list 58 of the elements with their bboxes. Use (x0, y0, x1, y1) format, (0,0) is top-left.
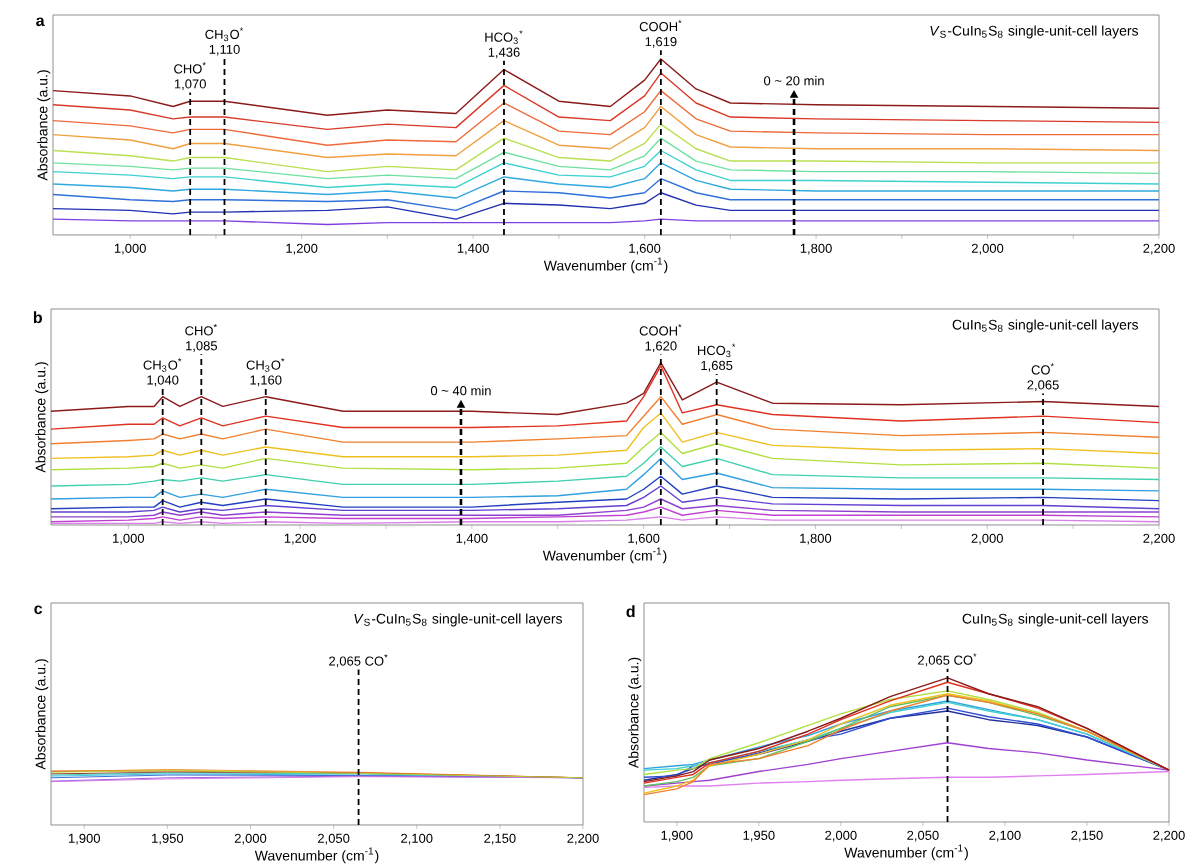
y-axis-title: Absorbance (a.u.) (628, 657, 642, 769)
x-tick-label: 1,200 (286, 243, 318, 255)
x-tick-label: 1,400 (456, 533, 488, 545)
y-axis-title: Absorbance (a.u.) (35, 659, 49, 770)
x-axis-title: Wavenumber (cm$^{-1}$) (844, 844, 968, 861)
ref-line-label: 2,065 CO$^{*}$ (329, 654, 388, 668)
x-tick-label: 1,800 (800, 533, 832, 545)
x-tick-label: 2,150 (1071, 830, 1103, 842)
x-tick-label: 1,000 (113, 533, 145, 545)
text: CHO$^{*}$ 1,085 (185, 323, 218, 352)
x-tick-label: 1,900 (661, 830, 693, 842)
annotation: 0 ~ 40 min (430, 385, 491, 396)
text: CuIn$_{5}$S$_{8}$ single-unit-cell layers (962, 613, 1149, 627)
text: V$_{S}$-CuIn$_{5}$S$_{8}$ single-unit-cell layers (354, 613, 563, 627)
x-tick-label: 1,000 (114, 243, 146, 255)
annotation: 0 ~ 20 min (764, 75, 824, 86)
x-tick-label: 2,000 (825, 830, 857, 842)
x-axis-title: Wavenumber (cm$^{-1}$) (543, 257, 668, 274)
chart-title: c (34, 605, 43, 615)
chart-title: d (626, 605, 635, 618)
text: CH$_{3}$O$^{*}$ 1,160 (246, 358, 285, 387)
text: COOH$^{*}$ 1,619 (639, 19, 682, 48)
x-tick-label: 1,950 (152, 833, 184, 845)
text: CuIn$_{5}$S$_{8}$ single-unit-cell layers (952, 319, 1139, 333)
chart-title: a (36, 17, 45, 27)
text: CH$_{3}$O$^{*}$ 1,110 (205, 27, 244, 56)
x-tick-label: 2,200 (1153, 830, 1185, 842)
x-tick-label: 2,100 (989, 830, 1021, 842)
x-tick-label: 2,150 (484, 833, 516, 845)
x-tick-label: 1,900 (69, 833, 100, 845)
y-axis-title: Absorbance (a.u.) (35, 362, 49, 473)
x-tick-label: 1,200 (284, 533, 316, 545)
x-tick-label: 1,800 (800, 243, 832, 255)
chart-title: b (33, 311, 42, 324)
x-axis-title: Wavenumber (cm$^{-1}$) (254, 847, 379, 864)
text: HCO$_{3}$* 1,685 (697, 343, 736, 372)
text: V$_{S}$-CuIn$_{5}$S$_{8}$ single-unit-cell layers (930, 25, 1139, 39)
x-tick-label: 2,200 (567, 833, 599, 845)
x-tick-label: 2,050 (907, 830, 939, 842)
y-axis-title: Absorbance (a.u.) (37, 70, 51, 181)
x-tick-label: 1,600 (628, 533, 660, 545)
x-tick-label: 2,200 (1143, 533, 1175, 545)
text: CH$_{3}$O$^{*}$ 1,040 (143, 358, 182, 387)
x-axis-title: Wavenumber (cm$^{-1}$) (542, 547, 667, 564)
text: HCO$_{3}$* 1,436 (485, 30, 523, 59)
x-tick-label: 1,950 (743, 830, 775, 842)
x-tick-label: 1,600 (629, 243, 661, 255)
x-tick-label: 2,000 (971, 243, 1004, 255)
x-tick-label: 2,000 (971, 533, 1003, 545)
text: COOH$^{*}$ 1,620 (639, 324, 682, 353)
x-tick-label: 2,100 (401, 833, 433, 845)
ref-line-label: 2,065 CO$^{*}$ (918, 653, 977, 667)
text: CHO$^{*}$ 1,070 (174, 62, 206, 91)
x-tick-label: 2,050 (318, 833, 350, 845)
x-tick-label: 2,000 (234, 833, 267, 845)
x-tick-label: 1,400 (457, 243, 489, 255)
x-tick-label: 2,200 (1143, 243, 1175, 255)
text: CO$^{*}$ 2,065 (1027, 363, 1059, 392)
